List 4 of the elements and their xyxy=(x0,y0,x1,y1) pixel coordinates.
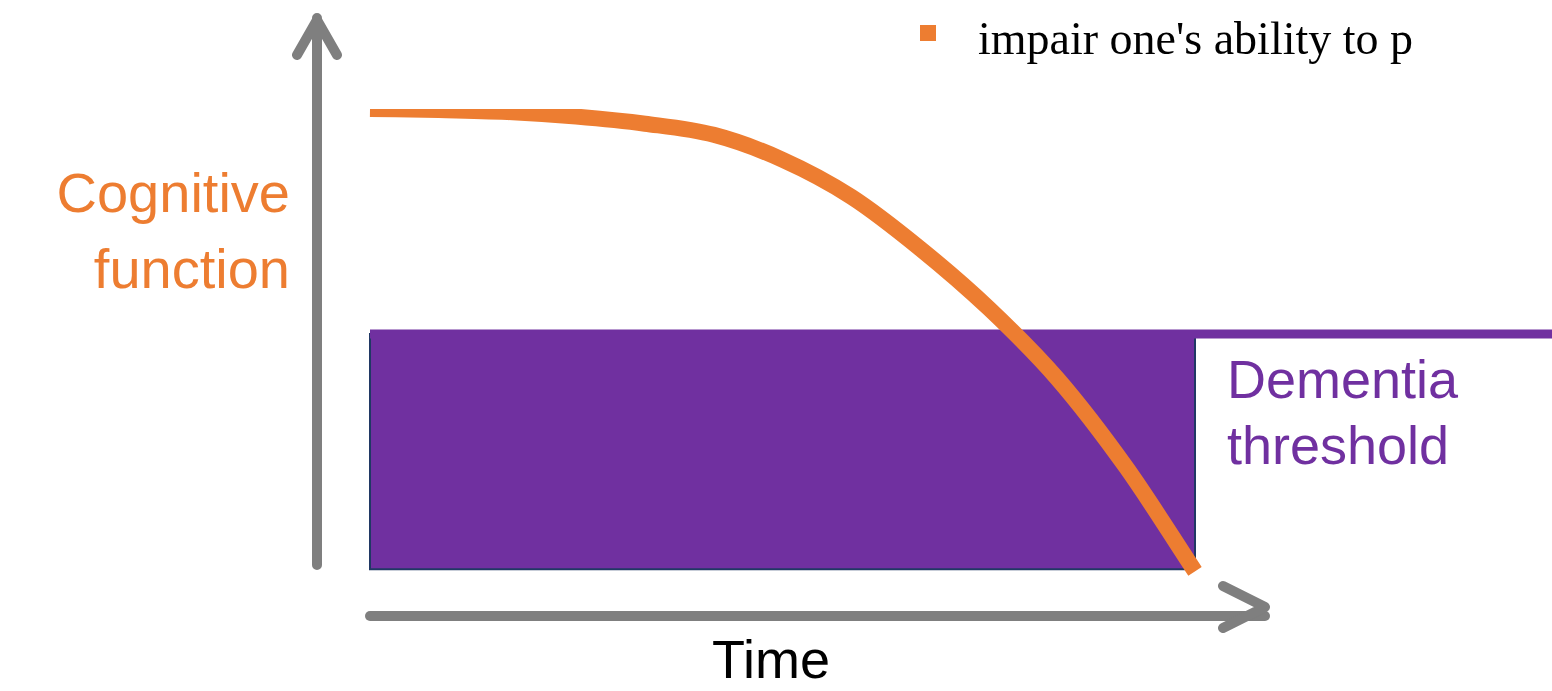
text: impair one's ability to p xyxy=(978,12,1414,65)
x-axis-title: Time xyxy=(712,628,830,690)
ref-line-label: Dementia threshold xyxy=(1227,349,1460,475)
y-axis-title: Cognitive function xyxy=(55,160,290,302)
